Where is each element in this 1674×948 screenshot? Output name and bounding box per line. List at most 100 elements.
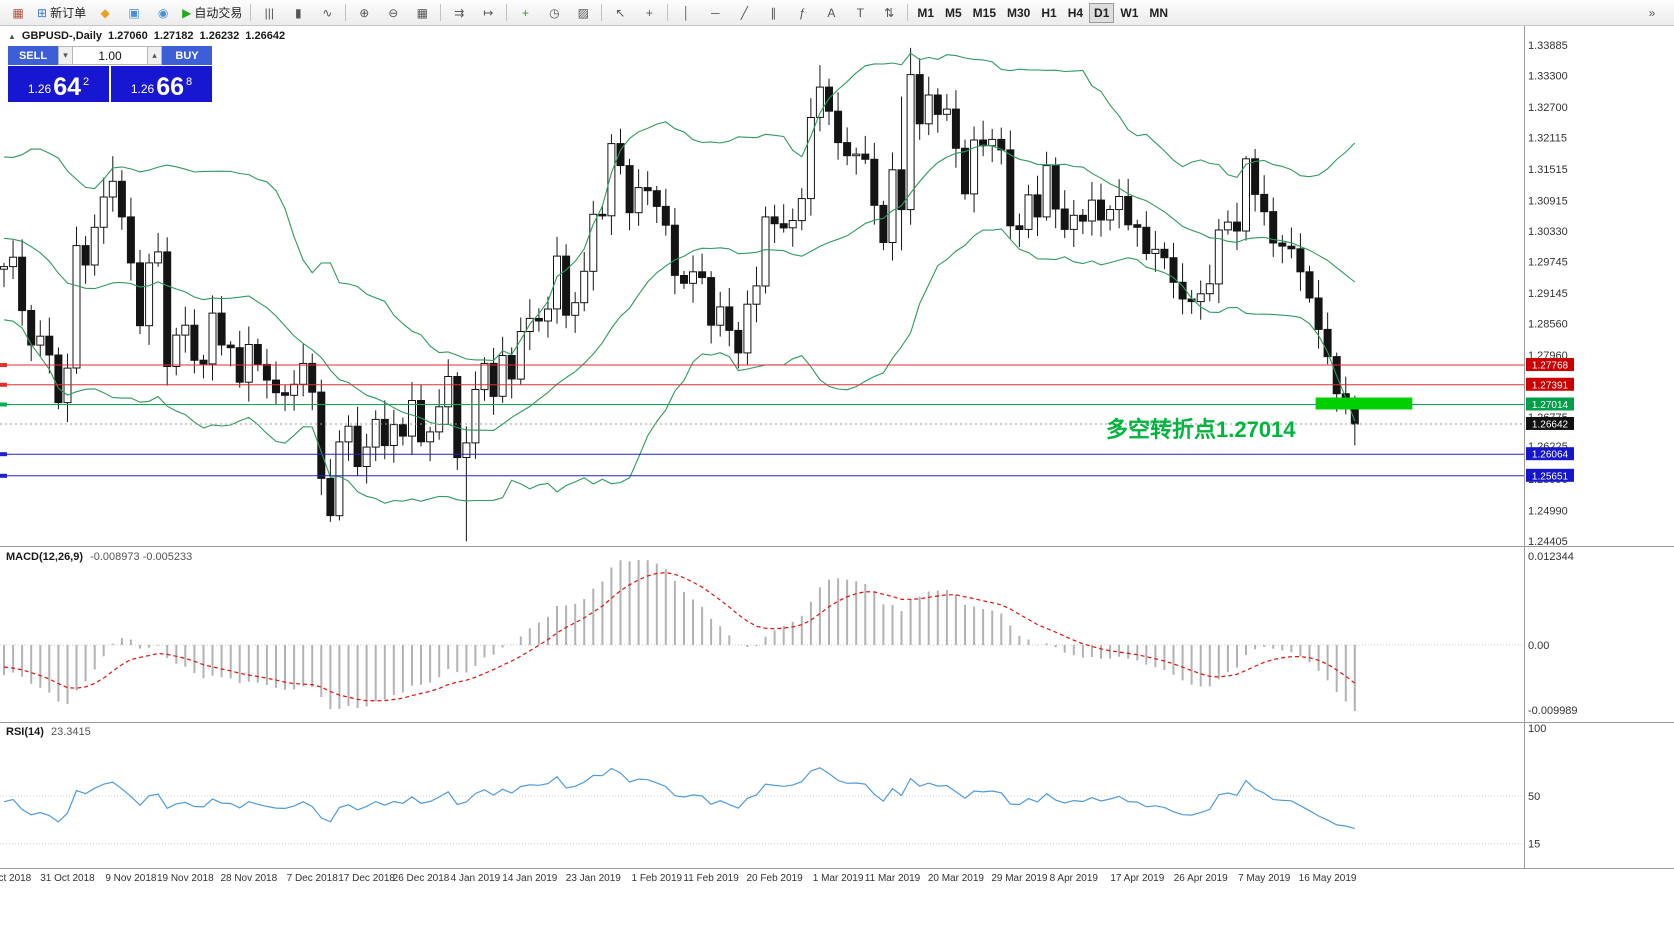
svg-text:17 Dec 2018: 17 Dec 2018 (338, 873, 395, 884)
svg-text:1.29745: 1.29745 (1528, 257, 1568, 269)
one-click-trading-widget: SELL ▾ 1.00 ▴ BUY 1.26 64 2 1.26 66 8 (8, 46, 212, 102)
indicators-icon[interactable]: + (511, 2, 539, 24)
tf-m5-label: M5 (945, 5, 962, 20)
svg-text:1.33300: 1.33300 (1528, 71, 1568, 83)
channel-icon-glyph: ∥ (770, 5, 777, 20)
svg-text:19 Nov 2018: 19 Nov 2018 (157, 873, 214, 884)
tf-mn[interactable]: MN (1144, 3, 1173, 23)
profiles-icon-glyph: ▣ (128, 5, 140, 20)
buy-price-sup: 8 (186, 76, 193, 88)
svg-text:1.33885: 1.33885 (1528, 40, 1568, 52)
tf-w1[interactable]: W1 (1115, 3, 1143, 23)
tf-m1-label: M1 (917, 5, 934, 20)
new-order-button-label: 新订单 (50, 6, 87, 20)
toolbar-group-scroll: ⇉ ↦ (445, 2, 502, 24)
tf-m15[interactable]: M15 (968, 3, 1001, 23)
toolbar-overflow-icon[interactable]: » (1638, 2, 1666, 24)
volume-input[interactable]: 1.00 (73, 46, 147, 65)
horizontal-line-icon[interactable]: ─ (701, 2, 729, 24)
open-value: 1.27060 (108, 30, 148, 42)
new-chart-icon[interactable]: ▦ (4, 2, 32, 24)
data-window-icon[interactable]: ◉ (149, 2, 177, 24)
buy-price-big: 66 (156, 73, 185, 101)
tf-h4-label: H4 (1067, 5, 1084, 20)
high-value: 1.27182 (153, 30, 194, 42)
mql5-market-icon-glyph: ◆ (100, 5, 110, 20)
tile-windows-icon-glyph: ▦ (416, 5, 428, 20)
cursor-icon-glyph: ↖ (615, 5, 626, 20)
toolbar-group-timeframes: M1 M5 M15 M30 H1 H4 D1 W1 MN (912, 2, 1173, 23)
tf-m30[interactable]: M30 (1002, 3, 1035, 23)
svg-text:29 Mar 2019: 29 Mar 2019 (991, 873, 1048, 884)
horizontal-lines-layer[interactable] (0, 363, 1524, 478)
svg-text:14 Jan 2019: 14 Jan 2019 (502, 873, 557, 884)
sell-price-button[interactable]: 1.26 64 2 (8, 66, 109, 102)
cursor-icon[interactable]: ↖ (606, 2, 634, 24)
autotrading-button[interactable]: ▶ 自动交易 (178, 2, 246, 24)
bar-chart-icon-glyph: ||| (264, 5, 274, 20)
fibonacci-icon[interactable]: ƒ (788, 2, 816, 24)
tf-d1[interactable]: D1 (1089, 2, 1115, 23)
svg-text:1 Mar 2019: 1 Mar 2019 (813, 873, 864, 884)
tf-h4[interactable]: H4 (1063, 3, 1088, 23)
chart-shift-icon[interactable]: ↦ (474, 2, 502, 24)
svg-text:9 Nov 2018: 9 Nov 2018 (105, 873, 157, 884)
one-click-collapse-icon[interactable]: ▲ (8, 31, 16, 41)
volume-decrease-button[interactable]: ▾ (58, 46, 73, 65)
bollinger-bands-layer (3, 52, 1356, 504)
tf-mn-label: MN (1149, 5, 1169, 20)
zoom-in-icon-glyph: ⊕ (359, 5, 370, 20)
svg-text:22 Oct 2018: 22 Oct 2018 (0, 873, 32, 884)
line-chart-icon[interactable]: ∿ (313, 2, 341, 24)
templates-icon[interactable]: ▨ (569, 2, 597, 24)
mql5-market-icon[interactable]: ◆ (91, 2, 119, 24)
svg-text:17 Apr 2019: 17 Apr 2019 (1110, 873, 1164, 884)
crosshair-icon[interactable]: + (635, 2, 663, 24)
tf-m1[interactable]: M1 (912, 3, 939, 23)
arrows-icon[interactable]: ⇅ (875, 2, 903, 24)
bar-chart-icon[interactable]: ||| (255, 2, 283, 24)
tile-windows-icon[interactable]: ▦ (408, 2, 436, 24)
toolbar-separator (601, 4, 603, 21)
chart-ohlc-header: ▲ GBPUSD-,Daily 1.27060 1.27182 1.26232 … (8, 30, 285, 42)
sell-price-big: 64 (53, 73, 82, 101)
svg-text:7 Dec 2018: 7 Dec 2018 (287, 873, 339, 884)
macd-indicator-label: MACD(12,26,9) -0.008973 -0.005233 (6, 551, 192, 563)
pivot-annotation-text[interactable]: 多空转折点1.27014 (1106, 417, 1296, 442)
auto-scroll-icon-glyph: ⇉ (454, 5, 465, 20)
svg-text:31 Oct 2018: 31 Oct 2018 (40, 873, 95, 884)
label-icon[interactable]: T (846, 2, 874, 24)
volume-increase-button[interactable]: ▴ (147, 46, 162, 65)
zoom-in-icon[interactable]: ⊕ (350, 2, 378, 24)
svg-text:1.26642: 1.26642 (1532, 419, 1569, 430)
periods-icon-glyph: ◷ (549, 5, 560, 20)
profiles-icon[interactable]: ▣ (120, 2, 148, 24)
fibonacci-icon-glyph: ƒ (798, 5, 806, 20)
toolbar-separator (345, 4, 347, 21)
svg-text:1.24405: 1.24405 (1528, 536, 1568, 548)
trendline-icon[interactable]: ╱ (730, 2, 758, 24)
svg-text:1.30330: 1.30330 (1528, 226, 1568, 238)
sell-button[interactable]: SELL (8, 46, 58, 65)
tf-m30-label: M30 (1007, 5, 1031, 20)
svg-text:0.00: 0.00 (1528, 640, 1549, 652)
svg-text:1.27391: 1.27391 (1532, 380, 1569, 391)
channel-icon[interactable]: ∥ (759, 2, 787, 24)
buy-price-button[interactable]: 1.26 66 8 (111, 66, 212, 102)
periods-icon[interactable]: ◷ (540, 2, 568, 24)
tf-h1[interactable]: H1 (1036, 3, 1061, 23)
svg-text:1.32115: 1.32115 (1528, 133, 1567, 145)
buy-button[interactable]: BUY (162, 46, 212, 65)
text-icon[interactable]: A (817, 2, 845, 24)
svg-text:4 Jan 2019: 4 Jan 2019 (451, 873, 501, 884)
zoom-out-icon[interactable]: ⊖ (379, 2, 407, 24)
new-order-button-icon: ⊞ (37, 5, 48, 20)
vertical-line-icon[interactable]: │ (672, 2, 700, 24)
tf-m5[interactable]: M5 (940, 3, 967, 23)
new-order-button[interactable]: ⊞ 新订单 (33, 2, 90, 24)
auto-scroll-icon[interactable]: ⇉ (445, 2, 473, 24)
candlestick-chart-icon[interactable]: ▮ (284, 2, 312, 24)
svg-text:11 Feb 2019: 11 Feb 2019 (683, 873, 739, 884)
arrows-icon-glyph: ⇅ (884, 5, 895, 20)
